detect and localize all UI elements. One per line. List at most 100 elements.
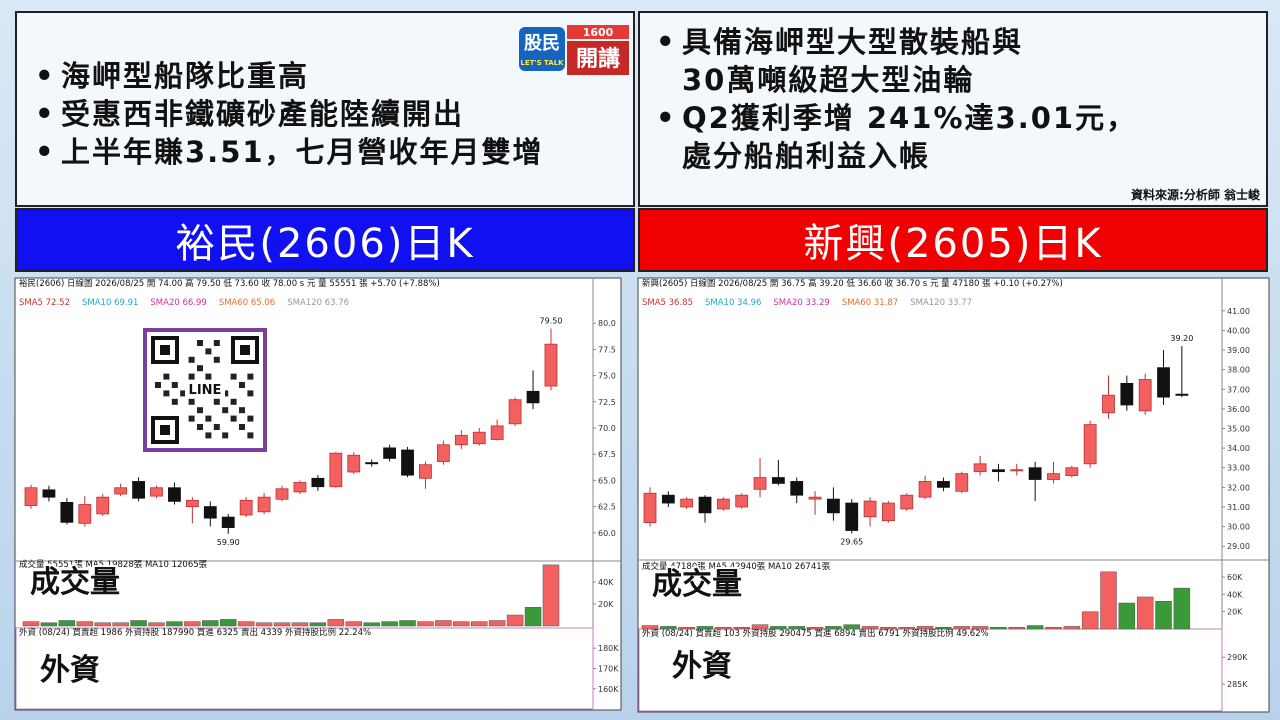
bullet: 具備海岬型大型散裝船與 30萬噸級超大型油輪 (654, 23, 1137, 99)
y-tick-label: 40.00 (1227, 326, 1250, 335)
volume-bar (237, 621, 255, 627)
qr-label: LINE (189, 383, 222, 398)
candle-body (436, 444, 450, 462)
volume-bar (733, 627, 750, 630)
logo-num-box (567, 25, 629, 39)
y-tick-label: 37.00 (1227, 385, 1250, 394)
logo-box (519, 27, 565, 71)
volume-bar (488, 620, 506, 627)
volume-bar (953, 626, 971, 630)
y-tick-label: 67.5 (598, 450, 616, 459)
qr-module (188, 356, 195, 363)
candle-body (1010, 469, 1024, 472)
foreign-overlay-label: 外資 (40, 653, 100, 688)
candle-body (275, 488, 289, 500)
candle-body (863, 500, 877, 518)
candle-body (293, 482, 307, 493)
candle-body (365, 462, 379, 465)
sma-label: SMA120 33.77 (910, 298, 972, 308)
volume-bar (255, 622, 273, 627)
qr-module (188, 415, 195, 422)
bullet-line: 上半年賺3.51，七月營收年月雙增 (61, 135, 544, 169)
sma-label: SMA20 66.99 (150, 298, 206, 308)
qr-module (230, 373, 237, 380)
volume-bar (327, 619, 345, 627)
qr-module (239, 382, 245, 388)
candle-body (472, 431, 486, 445)
candle-body (790, 481, 804, 496)
chart-bg (14, 277, 622, 711)
volume-bar (1026, 625, 1044, 630)
volume-bar (1173, 587, 1191, 630)
foreign-header: 外資 (08/24) 買賣超 103 外資持股 290475 買進 6894 賣… (642, 628, 989, 639)
foreign-tick-label: 285K (1227, 680, 1248, 689)
candle-body (1047, 473, 1060, 480)
y-tick-label: 77.5 (598, 345, 616, 354)
volume-bar (76, 621, 94, 627)
volume-bar (94, 622, 111, 627)
candle-body (808, 496, 822, 500)
candle-body (771, 477, 785, 484)
qr-module (205, 348, 212, 355)
volume-bar (1136, 596, 1154, 630)
candle-body (937, 481, 950, 488)
y-tick-label: 41.00 (1227, 307, 1250, 316)
volume-bar (990, 627, 1007, 630)
qr-module (197, 424, 203, 430)
sma-label: SMA10 34.96 (705, 298, 761, 308)
volume-bar (971, 626, 989, 630)
candle-body (347, 454, 361, 473)
volume-bar (345, 621, 362, 627)
volume-bar (309, 622, 327, 627)
foreign-tick-label: 180K (598, 644, 619, 653)
y-tick-label: 35.00 (1227, 425, 1250, 434)
logo-sub: 開講 (576, 46, 620, 72)
qr-module (155, 382, 161, 388)
bullet-line: 30萬噸級超大型油輪 (682, 63, 975, 97)
volume-bar (40, 622, 58, 627)
volume-bar (58, 620, 76, 627)
y-tick-label: 65.0 (598, 476, 616, 485)
qr-module (213, 356, 220, 363)
volume-bar (1155, 601, 1172, 630)
volume-bar (363, 622, 380, 627)
y-tick-label: 38.00 (1227, 366, 1250, 375)
foreign-tick-label: 290K (1227, 653, 1248, 662)
qr-module (163, 390, 170, 397)
qr-finder-dot (240, 345, 250, 355)
volume-bar (184, 621, 201, 627)
foreign-overlay-label: 外資 (672, 649, 732, 684)
volume-bar (399, 620, 416, 627)
volume-bar (935, 627, 952, 630)
volume-bar (678, 627, 695, 630)
right-banner: 新興(2605)日K (638, 208, 1268, 272)
candle-body (203, 506, 217, 519)
volume-bar (696, 626, 714, 630)
candle-body (882, 502, 895, 522)
qr-module (205, 415, 212, 422)
y-tick-label: 34.00 (1227, 444, 1250, 453)
price-annotation: 29.65 (840, 537, 863, 546)
volume-bar (291, 622, 309, 627)
volume-bar (770, 626, 787, 630)
volume-bar (715, 627, 732, 630)
candle-body (1175, 393, 1189, 396)
qr-module (247, 415, 254, 422)
sma-label: SMA60 65.06 (219, 298, 275, 308)
qr-module (222, 390, 229, 397)
bullet-line: 處分船舶利益入帳 (682, 139, 931, 173)
right-panel: 具備海岬型大型散裝船與 30萬噸級超大型油輪 Q2獲利季增 241%達3.01元， 處… (638, 11, 1268, 207)
candle-body (973, 463, 987, 473)
chart-header: 裕民(2606) 日線圖 2026/08/25 開 74.00 高 79.50 … (19, 278, 440, 289)
y-tick-label: 31.00 (1227, 503, 1250, 512)
candle-body (1120, 382, 1134, 406)
volume-bar (861, 626, 879, 630)
volume-bar (788, 626, 805, 630)
y-tick-label: 60.0 (598, 529, 616, 538)
volume-bar (843, 624, 860, 630)
candle-body (1157, 367, 1170, 398)
bullet-line: 受惠西非鐵礦砂產能陸續開出 (61, 97, 465, 131)
qr-finder (231, 336, 259, 364)
